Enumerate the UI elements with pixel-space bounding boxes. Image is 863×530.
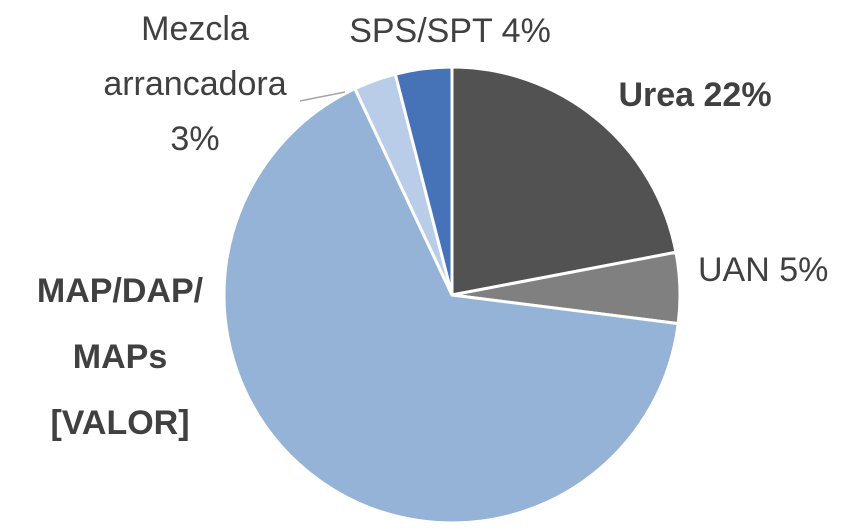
category-label: MAP/DAP/ MAPs xyxy=(36,272,204,376)
slice-label: Urea 22% xyxy=(590,68,800,123)
slice-label: SPS/SPT 4% xyxy=(340,4,560,59)
leader-line xyxy=(299,91,346,102)
pie-slice xyxy=(222,86,680,525)
pie-slice xyxy=(393,65,454,296)
value-label: 5% xyxy=(779,251,829,289)
value-label: 3% xyxy=(170,120,220,158)
value-label: 4% xyxy=(501,12,551,50)
slice-label: Mezcla arrancadora 3% xyxy=(85,2,305,167)
category-label: SPS/SPT xyxy=(349,12,493,50)
value-label: [VALOR] xyxy=(50,404,190,442)
category-label: Mezcla arrancadora xyxy=(103,10,287,103)
slice-label: MAP/DAP/ MAPs [VALOR] xyxy=(5,258,235,456)
slice-label: UAN 5% xyxy=(698,243,863,298)
category-label: Urea xyxy=(618,76,695,114)
category-label: UAN xyxy=(698,251,770,289)
value-label: 22% xyxy=(703,76,772,114)
pie-slice xyxy=(450,65,678,297)
